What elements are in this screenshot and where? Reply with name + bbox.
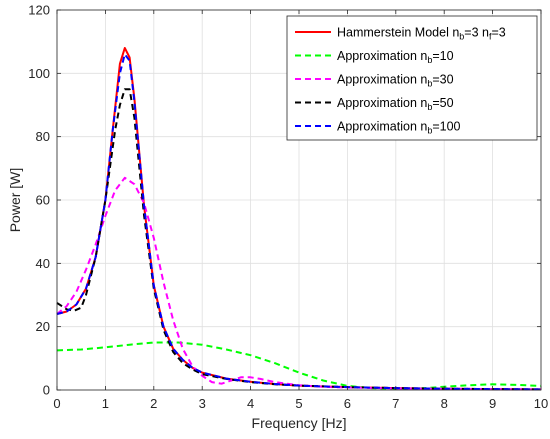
legend-entry: Approximation nb=100 bbox=[337, 120, 461, 136]
legend-subscript: f bbox=[489, 32, 492, 42]
y-tick-label: 20 bbox=[36, 319, 50, 334]
legend-text-part: Approximation n bbox=[337, 73, 427, 87]
y-tick-label: 40 bbox=[36, 256, 50, 271]
x-tick-label: 5 bbox=[295, 396, 302, 411]
x-tick-label: 3 bbox=[199, 396, 206, 411]
legend-entry: Approximation nb=30 bbox=[337, 73, 454, 89]
series-line-approximation-n-b-10 bbox=[56, 341, 542, 390]
legend-text-part: =50 bbox=[432, 96, 453, 110]
legend: Hammerstein Model nb=3 nf=3Approximation… bbox=[286, 15, 538, 141]
x-tick-label: 6 bbox=[344, 396, 351, 411]
series-line-approximation-n-b-100 bbox=[56, 53, 542, 391]
y-axis-label: Power [W] bbox=[7, 168, 23, 233]
legend-subscript: b bbox=[459, 32, 464, 42]
legend-entry: Hammerstein Model nb=3 nf=3 bbox=[337, 26, 506, 42]
legend-text-part: =100 bbox=[432, 120, 460, 134]
series-lines bbox=[56, 47, 542, 391]
x-tick-label: 2 bbox=[150, 396, 157, 411]
x-tick-label: 7 bbox=[392, 396, 399, 411]
x-tick-label: 10 bbox=[534, 396, 548, 411]
legend-entry: Approximation nb=50 bbox=[337, 96, 454, 112]
y-tick-label: 60 bbox=[36, 193, 50, 208]
legend-text-part: =30 bbox=[432, 73, 453, 87]
x-tick-label: 1 bbox=[102, 396, 109, 411]
legend-entry: Approximation nb=10 bbox=[337, 49, 454, 65]
legend-subscript: b bbox=[427, 126, 432, 136]
legend-text-part: Approximation n bbox=[337, 120, 427, 134]
legend-text-part: Approximation n bbox=[337, 49, 427, 63]
x-axis-label: Frequency [Hz] bbox=[252, 415, 347, 431]
legend-text-part: Hammerstein Model n bbox=[337, 26, 459, 40]
legend-subscript: b bbox=[427, 102, 432, 112]
y-tick-label: 100 bbox=[28, 66, 50, 81]
legend-text-part: =3 bbox=[491, 26, 505, 40]
legend-text-part: Approximation n bbox=[337, 96, 427, 110]
legend-text-part: =10 bbox=[432, 49, 453, 63]
x-tick-label: 4 bbox=[247, 396, 254, 411]
x-tick-label: 0 bbox=[53, 396, 60, 411]
x-tick-label: 8 bbox=[441, 396, 448, 411]
y-tick-label: 120 bbox=[28, 3, 50, 18]
y-tick-label: 80 bbox=[36, 129, 50, 144]
legend-text-part: =3 n bbox=[464, 26, 489, 40]
y-tick-label: 0 bbox=[43, 383, 50, 398]
x-tick-label: 9 bbox=[489, 396, 496, 411]
legend-subscript: b bbox=[427, 79, 432, 89]
legend-subscript: b bbox=[427, 55, 432, 65]
